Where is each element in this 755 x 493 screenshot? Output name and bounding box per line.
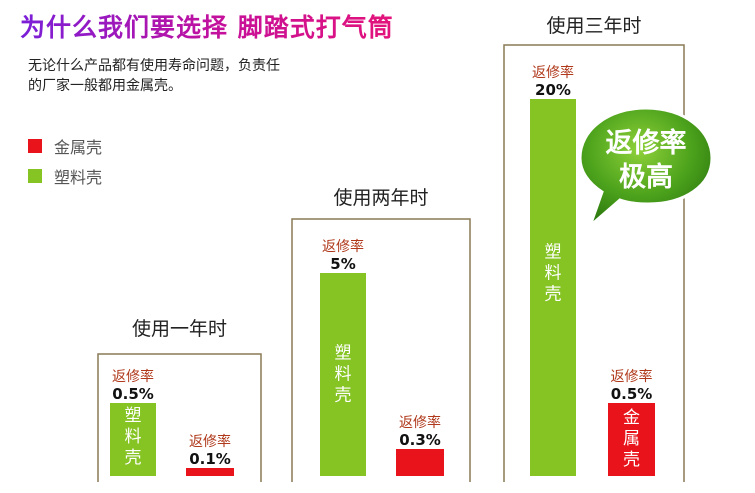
plastic-caption-3: 返修率	[532, 64, 574, 81]
plastic-caption-2: 返修率	[322, 238, 364, 255]
metal-value-label-3: 0.5%	[611, 385, 653, 403]
group-frame-2	[291, 218, 471, 482]
metal-bar-3	[608, 403, 655, 476]
metal-bar-2	[396, 449, 444, 476]
callout-bubble-shape	[578, 106, 714, 229]
category-label-1: 使用一年时	[132, 318, 227, 340]
legend-label-plastic: 塑料壳	[54, 168, 103, 187]
plastic-bar-text-2: 塑料壳	[335, 343, 352, 405]
legend-label-metal: 金属壳	[54, 138, 103, 157]
category-label-3: 使用三年时	[546, 15, 641, 37]
callout-bubble: 返修率 极高	[578, 106, 714, 229]
plastic-bar-3	[530, 99, 576, 476]
plastic-value-label-2: 5%	[330, 255, 355, 273]
plastic-bar-2	[320, 273, 366, 476]
intro-text: 无论什么产品都有使用寿命问题，负责任 的厂家一般都用金属壳。	[28, 56, 280, 96]
metal-value-label-1: 0.1%	[189, 450, 231, 468]
category-label-2: 使用两年时	[333, 187, 428, 209]
legend: 金属壳 塑料壳	[28, 131, 102, 191]
plastic-bar-text-3: 塑料壳	[545, 242, 562, 304]
plastic-caption-1: 返修率	[112, 368, 154, 385]
metal-caption-1: 返修率	[189, 433, 231, 450]
legend-item-plastic: 塑料壳	[28, 161, 102, 191]
headline: 为什么我们要选择 脚踏式打气筒	[20, 8, 394, 44]
metal-bar-1	[186, 468, 234, 476]
metal-bar-text-3: 金属壳	[623, 408, 640, 470]
legend-swatch-plastic	[28, 169, 42, 183]
intro-line-2: 的厂家一般都用金属壳。	[28, 78, 182, 94]
metal-value-label-2: 0.3%	[399, 431, 441, 449]
plastic-value-label-1: 0.5%	[112, 385, 154, 403]
group-frame-3	[503, 44, 685, 482]
legend-item-metal: 金属壳	[28, 131, 102, 161]
callout-line-2: 极高	[619, 161, 673, 193]
legend-swatch-metal	[28, 139, 42, 153]
plastic-bar-1	[110, 403, 156, 476]
callout-line-1: 返修率	[606, 127, 687, 159]
group-frame-1	[97, 353, 262, 482]
intro-line-1: 无论什么产品都有使用寿命问题，负责任	[28, 58, 280, 74]
metal-caption-2: 返修率	[399, 414, 441, 431]
metal-caption-3: 返修率	[611, 368, 653, 385]
plastic-value-label-3: 20%	[535, 81, 571, 99]
plastic-bar-text-1: 塑料壳	[125, 406, 142, 468]
